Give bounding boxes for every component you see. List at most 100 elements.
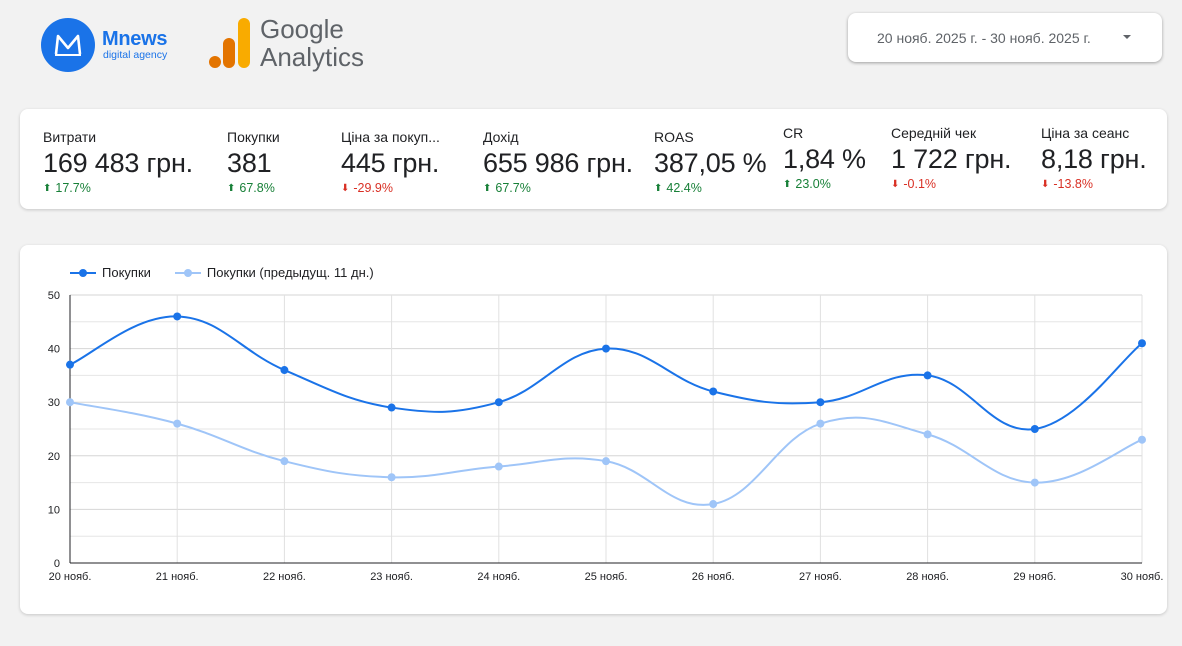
arrow-up-icon: ⬆ xyxy=(43,182,52,194)
ga-wordmark-analytics: Analytics xyxy=(260,42,365,72)
y-tick-label: 40 xyxy=(48,344,60,356)
y-tick-label: 20 xyxy=(48,451,60,463)
series-line-current xyxy=(69,315,1143,431)
line-chart: 0 10 20 30 40 50 20 нояб. 21 нояб. 22 нояб. 23 но… xyxy=(48,290,1164,583)
kpi-revenue[interactable]: Дохід 655 986 грн. ⬆ 67.7% xyxy=(483,129,633,195)
kpi-label: Дохід xyxy=(483,129,519,145)
kpi-value: 1 722 грн. xyxy=(891,144,1012,174)
x-tick-label: 29 нояб. xyxy=(1013,571,1056,583)
chart-legend: Покупки Покупки (предыдущ. 11 дн.) xyxy=(70,265,374,280)
kpi-delta: ⬇ -13.8% xyxy=(1041,177,1147,191)
header: Mnews digital agency Google Analytics 20… xyxy=(0,0,1182,90)
arrow-up-icon: ⬆ xyxy=(654,182,663,194)
x-tick-label: 27 нояб. xyxy=(799,571,842,583)
data-point-current xyxy=(816,398,825,407)
arrow-up-icon: ⬆ xyxy=(483,182,492,194)
kpi-average-check[interactable]: Середній чек 1 722 грн. ⬇ -0.1% xyxy=(891,125,1012,191)
kpi-value: 445 грн. xyxy=(341,148,440,178)
kpi-cr[interactable]: CR 1,84 % ⬆ 23.0% xyxy=(783,125,866,191)
y-tick-label: 30 xyxy=(48,397,60,409)
kpi-value: 655 986 грн. xyxy=(483,148,633,178)
google-analytics-logo: Google Analytics xyxy=(208,14,368,72)
kpi-label: Ціна за сеанс xyxy=(1041,125,1130,141)
series-line-previous xyxy=(69,401,1143,506)
data-point-previous xyxy=(602,457,610,466)
brand-name: Mnews xyxy=(102,28,168,50)
kpi-label: CR xyxy=(783,125,804,141)
ga-wordmark-google: Google xyxy=(260,14,344,44)
legend-item-previous[interactable]: Покупки (предыдущ. 11 дн.) xyxy=(174,265,374,280)
data-point-current xyxy=(1030,425,1039,433)
data-point-current xyxy=(387,403,396,412)
legend-swatch-previous xyxy=(174,268,201,278)
data-point-previous xyxy=(66,398,74,407)
data-point-current xyxy=(66,360,74,369)
x-tick-label: 25 нояб. xyxy=(585,571,628,583)
data-point-current xyxy=(709,387,718,396)
kpi-delta: ⬆ 67.7% xyxy=(483,181,633,195)
kpi-delta: ⬆ 67.8% xyxy=(227,181,280,195)
kpi-purchases[interactable]: Покупки 381 ⬆ 67.8% xyxy=(227,129,280,195)
y-tick-label: 50 xyxy=(48,290,60,302)
kpi-delta-value: 67.7% xyxy=(495,181,531,195)
legend-item-current[interactable]: Покупки xyxy=(70,265,151,280)
arrow-down-icon: ⬇ xyxy=(1041,178,1050,190)
kpi-delta-value: -0.1% xyxy=(903,177,937,191)
kpi-delta-value: 42.4% xyxy=(666,181,702,195)
kpi-value: 8,18 грн. xyxy=(1041,144,1147,174)
brand-subtitle: digital agency xyxy=(103,49,168,61)
kpi-label: Ціна за покуп... xyxy=(341,129,440,145)
arrow-down-icon: ⬇ xyxy=(341,182,350,194)
date-range-text: 20 нояб. 2025 г. - 30 нояб. 2025 г. xyxy=(877,29,1091,46)
legend-swatch-current xyxy=(70,268,96,278)
kpi-value: 1,84 % xyxy=(783,144,866,174)
data-point-current xyxy=(602,344,610,353)
google-analytics-icon xyxy=(209,18,250,68)
kpi-delta: ⬇ -29.9% xyxy=(341,181,440,195)
kpi-value: 381 xyxy=(227,148,272,178)
kpi-value: 387,05 % xyxy=(654,148,767,178)
kpi-label: Покупки xyxy=(227,129,280,145)
kpi-delta-value: -29.9% xyxy=(353,181,393,195)
kpi-spend[interactable]: Витрати 169 483 грн. ⬆ 17.7% xyxy=(43,129,193,195)
data-point-previous xyxy=(387,473,396,482)
kpi-delta-value: 23.0% xyxy=(795,177,831,191)
arrow-up-icon: ⬆ xyxy=(227,182,236,194)
data-point-previous xyxy=(1030,478,1039,487)
data-point-previous xyxy=(1138,435,1146,444)
kpi-cost-per-purchase[interactable]: Ціна за покуп... 445 грн. ⬇ -29.9% xyxy=(341,129,440,195)
arrow-down-icon: ⬇ xyxy=(891,178,900,190)
data-point-previous xyxy=(709,500,718,509)
kpi-label: Середній чек xyxy=(891,125,977,141)
arrow-up-icon: ⬆ xyxy=(783,178,792,190)
date-range-picker[interactable]: 20 нояб. 2025 г. - 30 нояб. 2025 г. xyxy=(848,13,1162,62)
data-point-current xyxy=(280,366,289,375)
data-point-previous xyxy=(173,419,182,428)
kpi-delta: ⬆ 42.4% xyxy=(654,181,767,195)
data-point-current xyxy=(923,371,932,380)
x-tick-label: 30 нояб. xyxy=(1121,571,1164,583)
x-tick-label: 21 нояб. xyxy=(156,571,199,583)
kpi-delta-value: 17.7% xyxy=(55,181,91,195)
kpi-delta: ⬇ -0.1% xyxy=(891,177,1011,191)
kpi-roas[interactable]: ROAS 387,05 % ⬆ 42.4% xyxy=(654,129,767,195)
data-point-previous xyxy=(280,457,289,466)
data-point-previous xyxy=(816,419,825,428)
x-tick-label: 28 нояб. xyxy=(906,571,949,583)
kpi-delta: ⬆ 23.0% xyxy=(783,177,866,191)
data-point-previous xyxy=(923,430,932,439)
kpi-label: Витрати xyxy=(43,129,97,145)
y-tick-label: 0 xyxy=(54,558,60,570)
x-tick-label: 23 нояб. xyxy=(370,571,413,583)
kpi-delta-value: -13.8% xyxy=(1053,177,1093,191)
kpi-scorecard-panel: Витрати 169 483 грн. ⬆ 17.7% Покупки 381 … xyxy=(20,109,1167,209)
x-tick-label: 20 нояб. xyxy=(49,571,92,583)
purchases-chart-panel: Покупки Покупки (предыдущ. 11 дн.) 0 10 20… xyxy=(20,245,1167,614)
data-point-current xyxy=(173,312,182,321)
kpi-cost-per-session[interactable]: Ціна за сеанс 8,18 грн. ⬇ -13.8% xyxy=(1041,125,1147,191)
data-point-current xyxy=(494,398,503,407)
kpi-delta: ⬆ 17.7% xyxy=(43,181,193,195)
legend-label-previous: Покупки (предыдущ. 11 дн.) xyxy=(206,265,374,280)
mnews-logo-icon xyxy=(41,18,95,72)
legend-label-current: Покупки xyxy=(102,265,151,280)
